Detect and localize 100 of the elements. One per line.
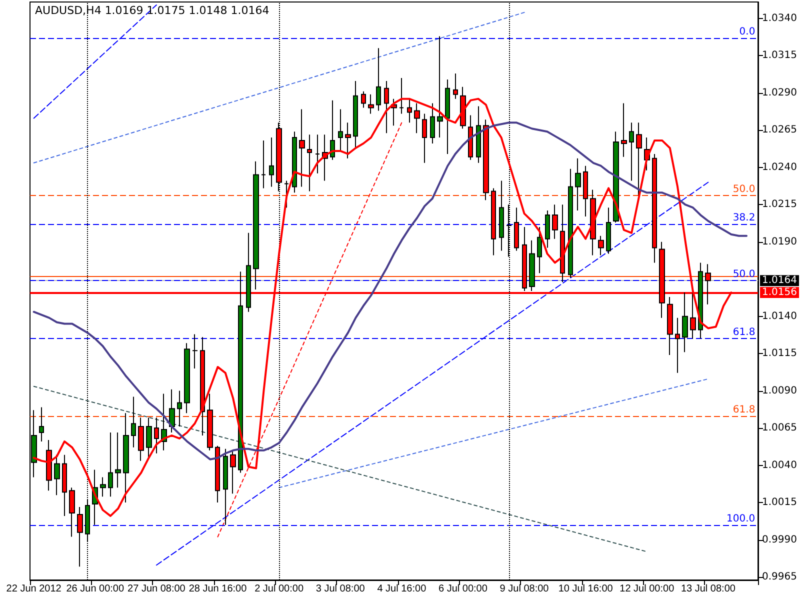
- y-tick-label: 1.0215: [762, 199, 798, 210]
- x-tick-label: 12 Jul 00:00: [620, 584, 675, 594]
- annotation: 38.2: [732, 212, 756, 224]
- candlestick: [253, 160, 259, 290]
- annotation: 0.0: [739, 26, 756, 38]
- x-tick-label: 3 Jul 08:00: [316, 584, 366, 594]
- candlestick: [131, 396, 136, 448]
- candlestick: [246, 232, 251, 312]
- candlestick: [399, 77, 404, 114]
- x-tick-label: 2 Jul 00:00: [254, 584, 304, 594]
- x-tick-label: 4 Jul 16:00: [377, 584, 427, 594]
- y-tick-label: 0.9990: [762, 534, 798, 546]
- candlestick: [606, 207, 611, 254]
- candlestick: [215, 445, 220, 504]
- annotation: 61.8: [732, 327, 756, 338]
- candlestick: [307, 134, 312, 192]
- candlestick: [184, 342, 190, 414]
- candlestick: [69, 487, 75, 538]
- candlestick: [177, 390, 182, 428]
- candlestick: [568, 168, 573, 278]
- candlestick: [361, 90, 366, 108]
- candlestick: [200, 336, 205, 436]
- candlestick: [223, 448, 228, 526]
- candlestick: [598, 235, 604, 256]
- x-tick-label: 10 Jul 16:00: [558, 584, 614, 594]
- y-tick-label: 1.0140: [762, 310, 798, 322]
- candlestick: [621, 102, 627, 158]
- x-tick-label: 9 Jul 08:00: [500, 584, 550, 594]
- candlestick: [590, 189, 596, 256]
- y-tick-label: 1.0240: [762, 162, 798, 173]
- candlestick: [39, 406, 44, 442]
- candlestick: [345, 122, 351, 159]
- candlestick: [682, 292, 688, 353]
- candlestick: [330, 100, 335, 160]
- candlestick: [529, 240, 535, 292]
- candlestick: [583, 165, 588, 218]
- candlestick: [545, 210, 550, 248]
- y-tick-label: 1.0190: [762, 236, 798, 248]
- y-tick-label: 1.0265: [762, 124, 798, 136]
- y-tick-label: 1.0090: [762, 385, 798, 396]
- candlestick: [192, 334, 198, 369]
- candlestick: [437, 36, 443, 138]
- candlestick: [667, 296, 673, 356]
- candlestick: [77, 506, 83, 568]
- annotation: 61.8: [732, 404, 756, 416]
- candlestick: [430, 102, 435, 144]
- x-tick-label: 22 Jun 2012: [6, 584, 62, 594]
- candlestick: [269, 137, 274, 188]
- candlestick: [154, 417, 159, 454]
- candlestick: [138, 417, 144, 462]
- x-tick-label: 6 Jul 00:00: [438, 584, 488, 594]
- y-tick-label: 1.0290: [762, 87, 798, 98]
- candlestick: [376, 48, 381, 112]
- candlestick: [514, 207, 519, 252]
- candlestick: [453, 73, 458, 100]
- candlestick: [169, 388, 175, 434]
- y-tick-label: 1.0040: [762, 460, 798, 471]
- ref-line-label: 1.0156: [762, 286, 798, 298]
- candlestick: [292, 131, 297, 194]
- candlestick: [100, 476, 106, 498]
- candlestick: [368, 94, 374, 114]
- candlestick: [499, 180, 504, 252]
- candlestick: [299, 108, 305, 188]
- chart-title: AUDUSD,H4 1.0169 1.0175 1.0148 1.0164: [35, 4, 270, 17]
- candlestick: [476, 106, 481, 164]
- candlestick: [414, 102, 420, 134]
- candlestick: [207, 393, 213, 451]
- candlestick: [636, 122, 642, 196]
- x-tick-label: 13 Jul 08:00: [680, 584, 736, 594]
- candlestick: [575, 158, 581, 212]
- candlestick: [422, 113, 427, 164]
- y-tick-label: 1.0115: [762, 348, 798, 360]
- candlestick: [698, 262, 703, 340]
- candlestick: [491, 188, 496, 256]
- candlestick: [652, 153, 657, 264]
- candlestick: [675, 317, 680, 374]
- candlestick: [445, 78, 450, 154]
- candlestick: [322, 134, 328, 182]
- y-tick-label: 1.0065: [762, 422, 798, 434]
- candlestick: [261, 140, 266, 189]
- candlestick: [353, 80, 358, 148]
- candlestick: [552, 204, 558, 240]
- annotation: 100.0: [726, 513, 756, 524]
- candlestick: [46, 439, 52, 492]
- candlestick: [108, 432, 113, 498]
- candlestick: [629, 122, 634, 182]
- y-tick-label: 1.0015: [762, 497, 798, 508]
- y-tick-label: 1.0315: [762, 50, 798, 62]
- candlestick: [338, 108, 343, 152]
- candlestick: [230, 450, 236, 494]
- candlestick: [560, 204, 565, 283]
- candlestick: [613, 131, 619, 223]
- x-tick-label: 28 Jun 16:00: [188, 584, 248, 594]
- candlestick: [468, 114, 473, 160]
- annotation: 50.0: [732, 184, 756, 196]
- candlestick: [115, 432, 121, 488]
- y-tick-label: 1.0340: [762, 12, 798, 24]
- x-tick-label: 27 Jun 08:00: [128, 584, 186, 594]
- ref-line-label: 1.0164: [762, 275, 798, 286]
- candlestick: [62, 454, 67, 516]
